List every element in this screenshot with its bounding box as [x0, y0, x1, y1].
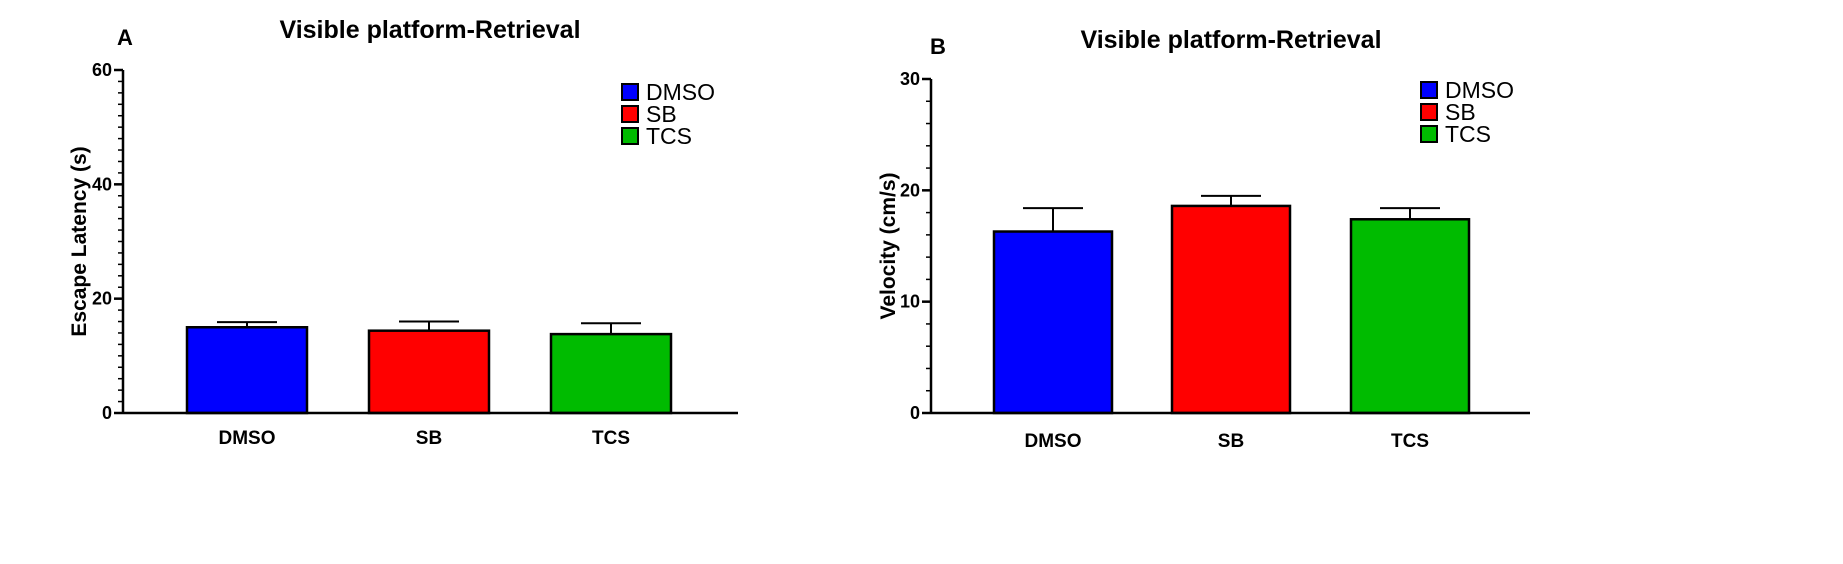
x-tick-label: TCS	[592, 428, 630, 449]
x-tick-label: DMSO	[1025, 431, 1082, 452]
panel-label: B	[930, 34, 946, 59]
bar-dmso	[992, 230, 1114, 415]
y-tick-label: 20	[900, 180, 920, 200]
panel-b: B Visible platform-Retrieval Velocity (cm/…	[877, 26, 1530, 452]
x-tick-label: TCS	[1391, 431, 1429, 452]
bar-dmso	[185, 326, 309, 415]
legend-label: TCS	[1445, 121, 1491, 147]
chart-title: Visible platform-Retrieval	[1080, 26, 1381, 54]
legend-label: SB	[1445, 99, 1476, 125]
bar-tcs	[549, 332, 673, 415]
y-tick-label: 30	[900, 69, 920, 89]
legend-label: SB	[646, 101, 677, 127]
y-axis-label: Velocity (cm/s)	[877, 172, 900, 319]
y-tick-label: 20	[92, 289, 112, 309]
legend-swatch-sb	[1420, 103, 1438, 121]
x-tick-label: DMSO	[219, 428, 276, 449]
y-tick-label: 60	[92, 60, 112, 80]
x-tick-label: SB	[1218, 431, 1244, 452]
bar-sb	[367, 329, 491, 415]
panel-label: A	[117, 25, 133, 50]
x-tick-label: SB	[416, 428, 442, 449]
y-tick-label: 10	[900, 292, 920, 312]
y-axis-label: Escape Latency (s)	[68, 146, 91, 336]
y-tick-label: 0	[102, 403, 112, 423]
legend-swatch-dmso	[621, 83, 639, 101]
bar-sb	[1170, 204, 1292, 415]
bar-tcs	[1349, 218, 1471, 415]
y-tick-label: 0	[910, 403, 920, 423]
legend-label: TCS	[646, 123, 692, 149]
legend-swatch-sb	[621, 105, 639, 123]
chart-title: Visible platform-Retrieval	[279, 16, 580, 44]
legend-label: DMSO	[646, 79, 715, 105]
y-tick-label: 40	[92, 174, 112, 194]
panel-a: A Visible platform-Retrieval Escape Latenc…	[68, 16, 738, 449]
legend-swatch-tcs	[1420, 125, 1438, 143]
legend-label: DMSO	[1445, 77, 1514, 103]
legend-swatch-dmso	[1420, 81, 1438, 99]
legend-swatch-tcs	[621, 127, 639, 145]
